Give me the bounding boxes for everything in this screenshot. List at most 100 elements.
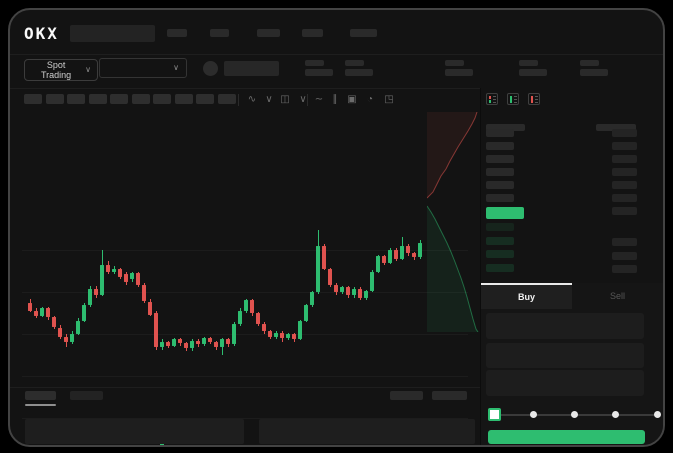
ticker-stat-value-placeholder	[445, 69, 473, 76]
candlestick	[70, 334, 74, 342]
search-placeholder[interactable]	[70, 25, 155, 42]
book-asks-icon[interactable]	[528, 93, 540, 105]
fullscreen-icon[interactable]: ◳	[384, 94, 394, 105]
chart-gridline	[22, 418, 468, 419]
slider-stop-dot[interactable]	[529, 411, 537, 418]
amount-placeholder	[612, 265, 637, 273]
candlestick	[274, 332, 278, 337]
candlestick	[220, 339, 224, 347]
amount-placeholder	[612, 129, 637, 137]
slider-stop-dot[interactable]	[653, 411, 661, 418]
ask-price-placeholder[interactable]	[486, 194, 514, 202]
pair-selector-dropdown[interactable]: ∨	[99, 58, 187, 78]
bid-price-placeholder[interactable]	[486, 236, 514, 245]
bid-price-placeholder[interactable]	[486, 223, 514, 231]
nav-item-placeholder[interactable]	[210, 29, 229, 37]
ticker-stat-value-placeholder	[345, 69, 373, 76]
candlestick	[100, 265, 104, 295]
slider-handle[interactable]	[487, 408, 501, 421]
total-input[interactable]	[486, 370, 644, 396]
timeframe-button-placeholder[interactable]	[153, 94, 171, 104]
candlestick	[412, 253, 416, 258]
slider-stop-dot[interactable]	[612, 411, 620, 418]
ask-price-placeholder[interactable]	[486, 181, 514, 189]
candlestick	[298, 321, 302, 340]
timeframe-button-placeholder[interactable]	[196, 94, 214, 104]
tab-buy[interactable]: Buy	[481, 283, 572, 309]
tab-sell[interactable]: Sell	[572, 283, 663, 309]
screenshot-icon[interactable]: ▣	[347, 94, 357, 105]
amount-input[interactable]	[486, 343, 644, 368]
drawing-tools-icon[interactable]: ∥	[332, 94, 338, 105]
amount-placeholder	[612, 155, 637, 163]
bid-price-placeholder[interactable]	[486, 250, 514, 258]
ask-price-placeholder[interactable]	[486, 142, 514, 150]
candlestick	[232, 323, 236, 345]
bid-price-placeholder[interactable]	[486, 263, 514, 272]
market-type-selector[interactable]: Spot Trading ∨	[24, 59, 98, 81]
divider	[480, 88, 481, 445]
nav-item-placeholder[interactable]	[302, 29, 323, 37]
bottom-action-placeholder[interactable]	[432, 391, 467, 400]
timeframe-button-placeholder[interactable]	[24, 94, 42, 104]
chevron-down-icon[interactable]: ∨	[299, 94, 307, 105]
book-combined-icon[interactable]	[486, 93, 498, 105]
ask-price-placeholder[interactable]	[486, 129, 514, 137]
ask-price-placeholder[interactable]	[486, 168, 514, 176]
buy-submit-button[interactable]	[488, 430, 645, 444]
orderbook-header-placeholder	[596, 124, 636, 131]
bottom-tab-placeholder[interactable]	[70, 391, 103, 400]
orderbook-header-placeholder	[486, 124, 525, 131]
candlestick	[346, 287, 350, 295]
candlestick	[160, 341, 164, 347]
timeframe-button-placeholder[interactable]	[110, 94, 128, 104]
trade-side-panel: Buy Sell	[481, 88, 663, 445]
timeframe-button-placeholder[interactable]	[88, 94, 107, 104]
candlestick	[226, 339, 230, 345]
dash	[535, 102, 538, 103]
chart-type-icon[interactable]: ◫	[280, 94, 290, 105]
orders-table-placeholder	[259, 419, 475, 444]
timeframe-button-placeholder[interactable]	[217, 94, 236, 104]
candlestick	[130, 272, 134, 280]
ask-price-placeholder[interactable]	[486, 155, 514, 163]
bottom-tab-active-placeholder[interactable]	[25, 391, 56, 400]
compare-icon[interactable]: ∼	[314, 94, 324, 105]
bottom-action-placeholder[interactable]	[390, 391, 423, 400]
nav-item-placeholder[interactable]	[167, 29, 187, 37]
candlestick	[40, 308, 44, 316]
candlestick	[166, 341, 170, 346]
okx-logo[interactable]: OKX	[24, 24, 59, 43]
divider	[10, 387, 480, 388]
timeframe-button-placeholder[interactable]	[67, 94, 85, 104]
candlestick	[334, 284, 338, 293]
dash	[535, 96, 538, 97]
app-window: OKX Spot Trading ∨ ∨	[8, 8, 665, 447]
candlestick-chart[interactable]	[10, 110, 480, 445]
candlestick	[256, 313, 260, 324]
timeframe-button-placeholder[interactable]	[131, 94, 150, 104]
amount-placeholder	[612, 142, 637, 150]
pair-name-placeholder	[224, 61, 279, 76]
candlestick	[28, 302, 32, 311]
orderbook-depth-chart	[427, 112, 479, 332]
nav-item-placeholder[interactable]	[257, 29, 280, 37]
timeframe-button-placeholder[interactable]	[174, 94, 193, 104]
candlestick	[76, 321, 80, 334]
last-price-indicator[interactable]	[486, 207, 524, 219]
nav-item-placeholder[interactable]	[350, 29, 377, 37]
slider-stop-dot[interactable]	[571, 411, 578, 418]
ticker-stat-label-placeholder	[519, 60, 538, 66]
candlestick	[352, 288, 356, 295]
price-input[interactable]	[486, 313, 644, 339]
bid-color-chip	[510, 96, 512, 103]
chevron-down-icon[interactable]: ∨	[265, 94, 273, 105]
book-bids-icon[interactable]	[507, 93, 519, 105]
timeframe-button-placeholder[interactable]	[45, 94, 64, 104]
indicator-icon[interactable]: ∿	[247, 94, 257, 105]
ticker-stat-value-placeholder	[580, 69, 608, 76]
interval-clock-icon[interactable]: ◔	[366, 94, 374, 105]
candlestick	[64, 336, 68, 342]
candlestick	[34, 310, 38, 316]
candlestick	[88, 288, 92, 306]
